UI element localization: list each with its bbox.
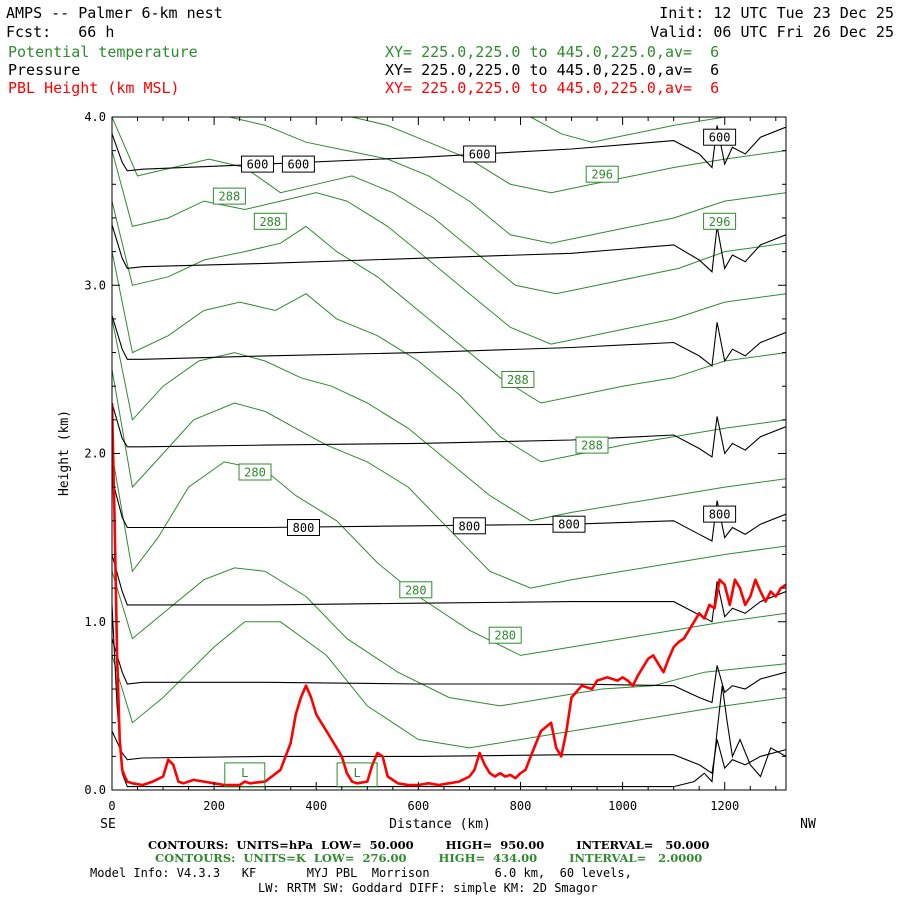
field-name-pbl: PBL Height (km MSL) (8, 79, 180, 97)
pressure-label-7-box (703, 505, 737, 523)
pressure-contour-0 (112, 638, 786, 704)
theta-low-label-1: L (353, 766, 360, 780)
theta-contour-0 (112, 621, 786, 749)
pressure-contour-2 (112, 478, 786, 542)
field-name-pressure: Pressure (8, 61, 81, 79)
theta-label-7-box (399, 581, 433, 599)
theta-low-box-1 (336, 762, 378, 788)
field-xy-theta: XY= 225.0,225.0 to 445.0,225.0,av= 6 (385, 43, 720, 61)
pressure-label-4-box (287, 519, 320, 536)
forecast-hour: Fcst: 66 h (6, 23, 115, 41)
y-axis-label: Height (km) (57, 410, 72, 496)
theta-low-label-0: L (241, 766, 248, 780)
field-xy-pressure: XY= 225.0,225.0 to 445.0,225.0,av= 6 (385, 61, 720, 79)
theta-contour-7 (112, 150, 786, 345)
theta-label-2-box (585, 165, 619, 183)
pressure-label-5-box (452, 517, 486, 535)
pressure-label-2: 600 (469, 148, 491, 162)
y-tick-label-3: 3.0 (84, 278, 106, 292)
theta-contour-6 (112, 200, 786, 404)
theta-label-8-box (488, 626, 522, 644)
plot-frame (111, 116, 787, 791)
valid-time: Valid: 06 UTC Fri 26 Dec 25 (650, 23, 894, 41)
field-name-theta: Potential temperature (8, 43, 198, 61)
contour-info-theta: CONTOURS: UNITS=K LOW= 276.00 HIGH= 434.… (155, 851, 703, 865)
y-tick-label-0: 0.0 (84, 783, 106, 797)
pbl-height-line (112, 402, 786, 787)
theta-low-box-0 (224, 762, 266, 788)
x-tick-label-5: 1000 (608, 799, 637, 813)
x-end-label: NW (800, 817, 816, 832)
pressure-contour-8 (112, 604, 786, 788)
pressure-label-0-box (241, 155, 274, 173)
model-info-physics: LW: RRTM SW: Goddard DIFF: simple KM: 2D… (258, 881, 598, 895)
pressure-label-6: 800 (558, 518, 580, 532)
theta-label-0-box (212, 187, 246, 205)
pressure-contour-6 (112, 125, 786, 172)
theta-label-5-box (575, 436, 609, 454)
theta-contour-3 (112, 369, 786, 589)
x-tick-label-4: 800 (510, 799, 532, 813)
pressure-contour-7 (112, 730, 786, 775)
pressure-label-6-box (552, 515, 586, 533)
theta-contour-5 (112, 251, 786, 463)
theta-label-8: 280 (494, 629, 516, 643)
theta-contour-11 (530, 117, 786, 143)
theta-label-4: 288 (507, 373, 529, 387)
y-tick-label-2: 2.0 (84, 447, 106, 461)
x-tick-label-3: 600 (408, 799, 430, 813)
theta-label-6-box (238, 463, 272, 481)
field-xy-pbl: XY= 225.0,225.0 to 445.0,225.0,av= 6 (385, 79, 720, 97)
pressure-label-5: 800 (459, 519, 481, 533)
theta-label-5: 288 (581, 439, 603, 453)
theta-label-1: 288 (259, 215, 281, 229)
pressure-label-1-box (281, 155, 315, 173)
theta-label-2: 296 (591, 168, 613, 182)
pressure-label-4: 800 (293, 521, 315, 535)
x-tick-label-6: 1200 (710, 799, 739, 813)
theta-label-0: 288 (219, 190, 241, 204)
theta-label-3-box (703, 212, 737, 230)
x-tick-label-1: 200 (203, 799, 225, 813)
x-start-label: SE (100, 817, 116, 832)
x-tick-label-0: 0 (108, 799, 115, 813)
y-tick-label-1: 1.0 (84, 615, 106, 629)
theta-contour-2 (112, 453, 786, 656)
pressure-contour-3 (112, 402, 786, 458)
theta-label-6: 280 (244, 466, 266, 480)
plot-title: AMPS -- Palmer 6-km nest (6, 4, 223, 22)
theta-contour-4 (112, 318, 786, 522)
theta-contour-1 (112, 567, 786, 707)
theta-contour-10 (351, 117, 786, 194)
pressure-contour-5 (112, 224, 786, 273)
pressure-label-1: 600 (288, 158, 310, 172)
cross-section-chart: 288 288 296 296 288 288 280 280 280 600 600 600 600 8… (57, 110, 816, 832)
theta-label-4-box (501, 371, 535, 388)
theta-label-3: 296 (709, 215, 731, 229)
pressure-label-3-box (703, 128, 737, 146)
init-time: Init: 12 UTC Tue 23 Dec 25 (659, 4, 894, 22)
pressure-label-0: 600 (247, 158, 269, 172)
y-tick-label-4: 4.0 (84, 110, 106, 124)
pressure-label-7: 800 (709, 508, 731, 522)
contour-info-pressure: CONTOURS: UNITS=hPa LOW= 50.000 HIGH= 95… (148, 838, 710, 852)
x-axis-label: Distance (km) (389, 817, 491, 832)
pressure-label-2-box (463, 145, 497, 163)
theta-label-7: 280 (405, 583, 427, 597)
theta-contour-9 (229, 117, 786, 244)
pressure-contour-1 (112, 554, 786, 623)
theta-label-1-box (253, 212, 287, 230)
theta-contour-8 (112, 117, 786, 295)
pressure-contour-4 (112, 315, 786, 368)
pressure-label-3: 600 (709, 131, 731, 145)
x-tick-label-2: 400 (305, 799, 327, 813)
model-info: Model Info: V4.3.3 KF MYJ PBL Morrison 6… (90, 866, 632, 880)
